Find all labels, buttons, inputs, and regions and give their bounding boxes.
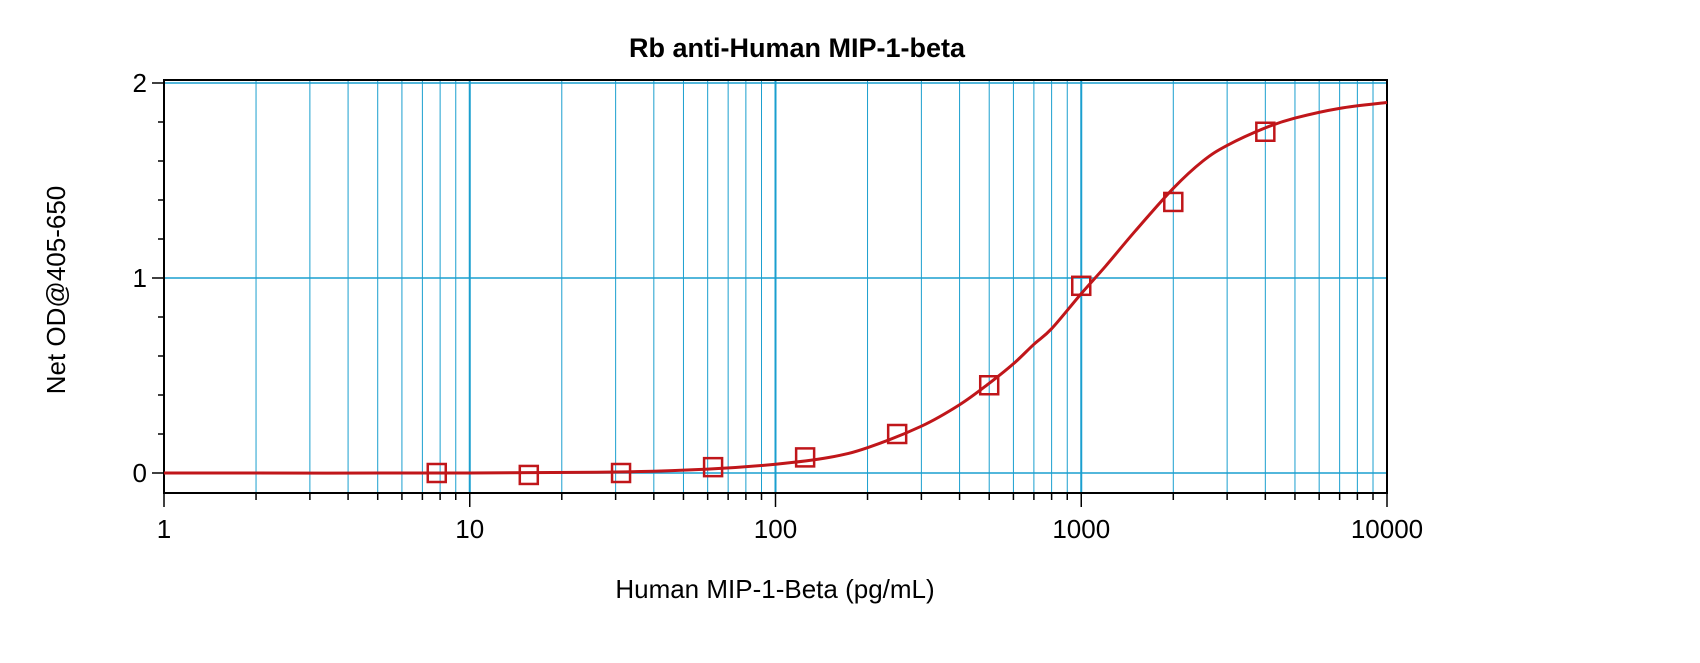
data-point (886, 423, 908, 445)
grid-lines (164, 80, 1387, 493)
data-point (1071, 275, 1092, 297)
fit-curve (163, 101, 1388, 475)
x-tick-label: 1 (157, 514, 171, 544)
y-tick-label: 1 (133, 263, 147, 293)
chart-title: Rb anti-Human MIP-1-beta (629, 33, 966, 63)
x-tick-labels: 1 10 100 1000 10000 (157, 514, 1423, 544)
x-tick-label: 10 (455, 514, 484, 544)
data-point (610, 462, 632, 484)
data-point (426, 462, 448, 484)
data-points (426, 121, 1276, 486)
x-tick-label: 100 (754, 514, 797, 544)
data-point (702, 456, 724, 478)
x-tick-label: 10000 (1351, 514, 1423, 544)
x-tick-label: 1000 (1052, 514, 1110, 544)
y-tick-label: 2 (133, 68, 147, 98)
y-axis-label: Net OD@405-650 (41, 186, 71, 395)
y-tick-labels: 0 1 2 (133, 68, 147, 488)
data-point (794, 447, 816, 468)
y-tick-label: 0 (133, 458, 147, 488)
x-axis-label: Human MIP-1-Beta (pg/mL) (615, 574, 934, 604)
data-point (1255, 121, 1276, 142)
data-point (1163, 191, 1184, 213)
axis-ticks (152, 82, 1388, 507)
data-point (978, 375, 1000, 396)
data-point (518, 464, 540, 486)
